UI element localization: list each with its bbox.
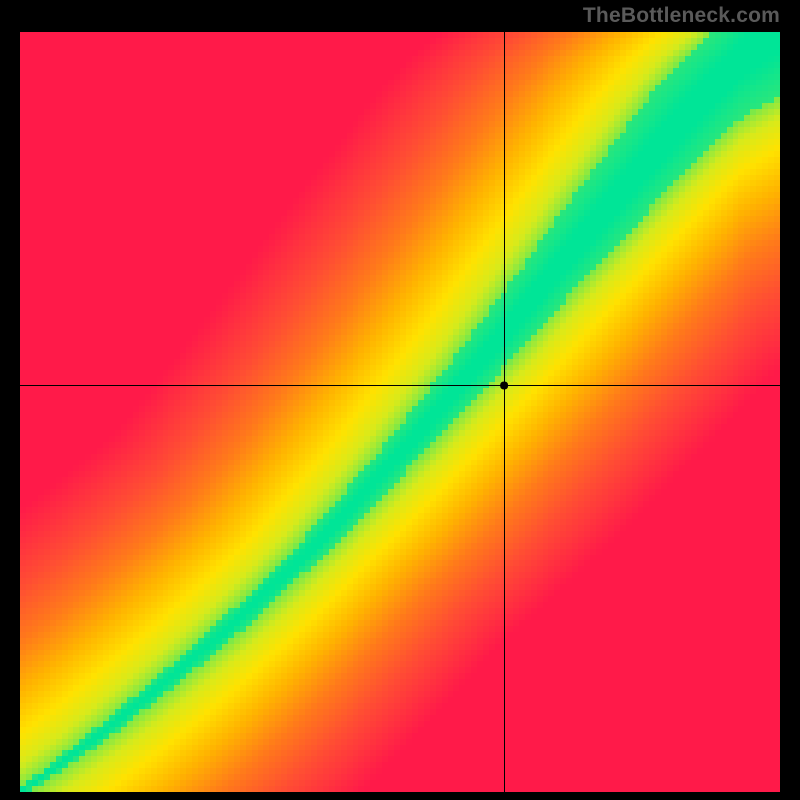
watermark-text: TheBottleneck.com [583,4,780,28]
chart-container: TheBottleneck.com [0,0,800,800]
bottleneck-heatmap [20,32,780,792]
